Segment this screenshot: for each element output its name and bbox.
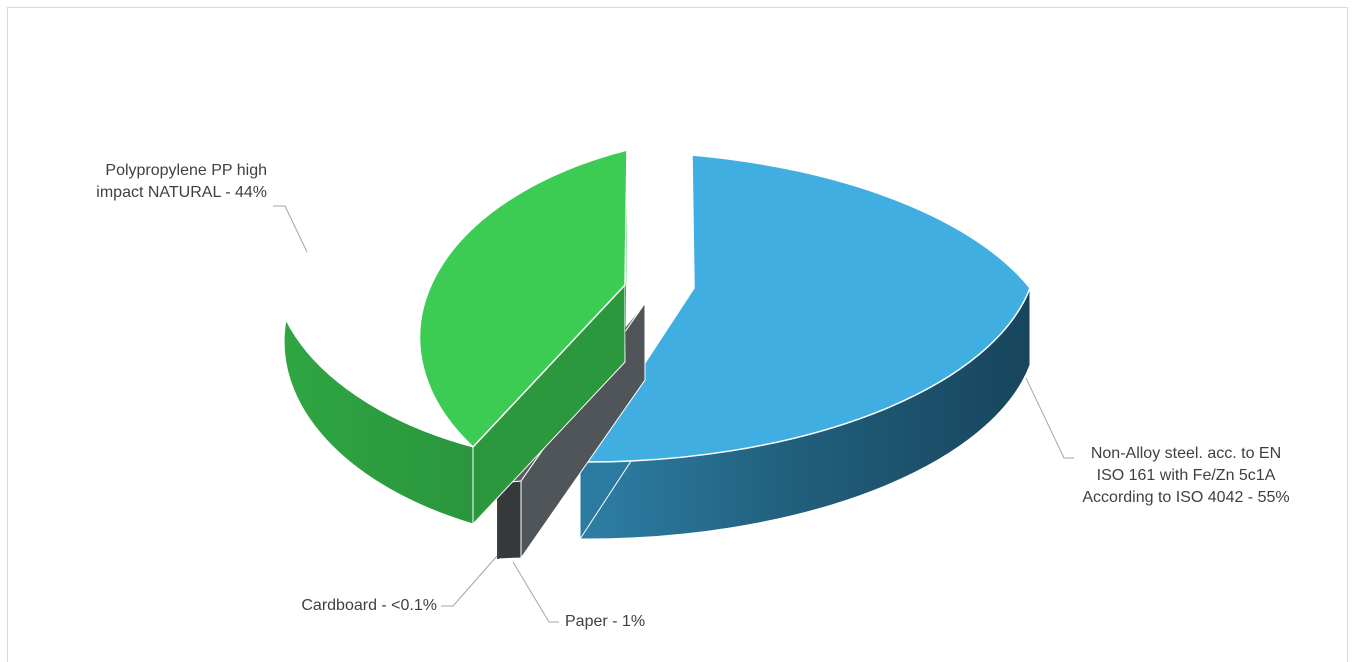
label-steel-line-3: According to ISO 4042 - 55% <box>1082 489 1290 506</box>
pie-slice-polypropylene-top <box>418 149 628 449</box>
label-polypropylene-line-1: Polypropylene PP high <box>105 162 267 179</box>
leader-line-polypropylene <box>273 205 308 253</box>
label-polypropylene: Polypropylene PP high impact NATURAL - 4… <box>54 160 267 204</box>
label-polypropylene-line-2: impact NATURAL - 44% <box>96 184 267 201</box>
leader-line-cardboard <box>441 555 498 607</box>
pie-slice-steel-top <box>578 154 1031 463</box>
pie-slice-steel <box>578 154 1031 541</box>
pie-slice-cardboard <box>497 483 499 559</box>
label-paper: Paper - 1% <box>565 611 645 633</box>
label-cardboard-line-1: Cardboard - <0.1% <box>301 597 437 614</box>
leader-line-paper <box>512 561 559 623</box>
leader-line-steel <box>1025 377 1074 459</box>
label-cardboard: Cardboard - <0.1% <box>249 595 437 617</box>
pie-slice-polypropylene <box>283 149 628 526</box>
label-steel: Non-Alloy steel. acc. to EN ISO 161 with… <box>1072 443 1300 509</box>
label-paper-line-1: Paper - 1% <box>565 613 646 630</box>
label-steel-line-1: Non-Alloy steel. acc. to EN <box>1090 445 1282 462</box>
label-steel-line-2: ISO 161 with Fe/Zn 5c1A <box>1096 467 1276 484</box>
